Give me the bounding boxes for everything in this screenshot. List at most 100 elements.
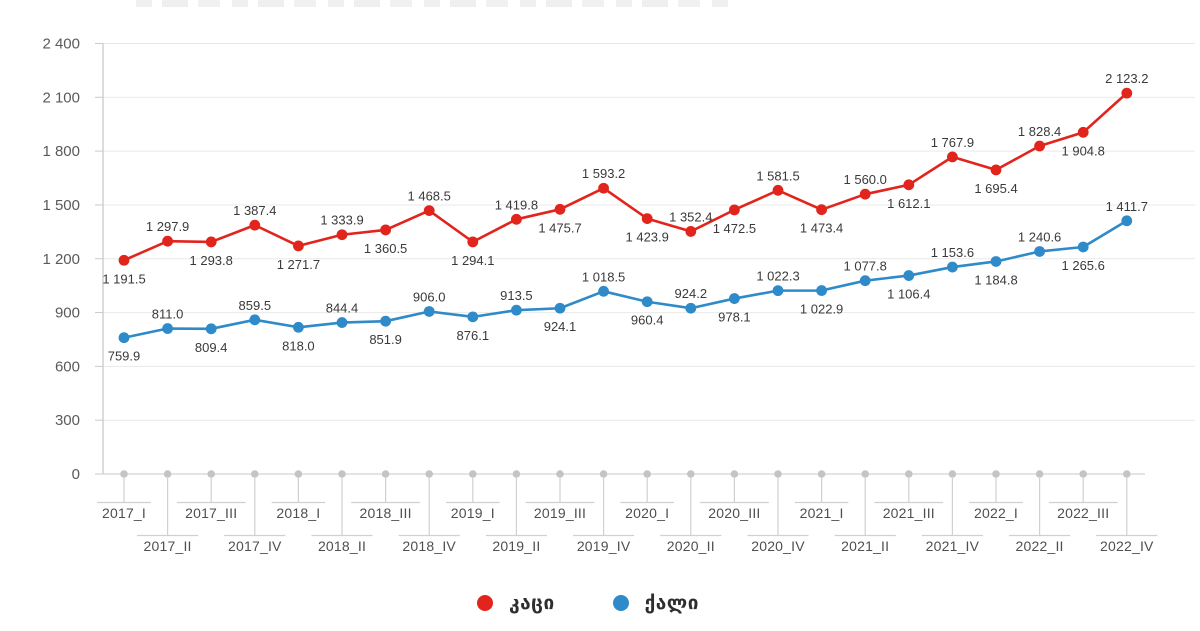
x-axis-dot — [948, 470, 957, 478]
data-point-women — [336, 317, 348, 328]
data-label-women: 1 018.5 — [582, 269, 625, 284]
data-point-men — [380, 224, 391, 236]
y-tick-label: 2 100 — [42, 89, 80, 106]
data-point-men — [1034, 140, 1045, 152]
data-label-women: 818.0 — [282, 338, 315, 353]
data-point-women — [1121, 215, 1133, 227]
y-tick-label: 0 — [72, 466, 80, 483]
data-label-women: 1 411.7 — [1106, 199, 1148, 214]
data-label-men: 1 419.8 — [495, 197, 538, 212]
data-label-men: 1 468.5 — [408, 189, 451, 204]
data-point-women — [511, 304, 522, 316]
data-point-men — [162, 235, 174, 247]
x-axis-label: 2020_IV — [751, 538, 805, 554]
x-axis-label: 2019_III — [534, 505, 586, 521]
data-point-women — [859, 275, 871, 287]
x-axis-label: 2019_I — [451, 505, 495, 521]
clipped-title-remnant — [136, 0, 728, 7]
x-axis-dot — [687, 470, 695, 478]
data-point-men — [598, 182, 609, 194]
data-label-men: 1 695.4 — [974, 181, 1017, 196]
data-label-men: 1 387.4 — [233, 203, 276, 218]
data-label-men: 1 360.5 — [364, 241, 407, 256]
data-label-women: 1 106.4 — [887, 287, 930, 302]
x-axis-label: 2018_I — [276, 505, 320, 521]
y-tick-label: 1 200 — [42, 251, 80, 268]
data-point-men — [293, 240, 304, 252]
x-axis-dot — [425, 470, 434, 478]
x-axis-dot — [599, 470, 608, 478]
data-label-men: 1 297.9 — [146, 219, 189, 234]
x-axis-dot — [905, 470, 913, 478]
data-point-men — [641, 213, 653, 224]
x-axis-dot — [120, 470, 128, 478]
chart-legend: კაცი ქალი — [0, 592, 1188, 614]
legend-item-women: ქალი — [612, 592, 699, 614]
data-point-men — [1077, 126, 1089, 138]
data-label-women: 924.2 — [675, 286, 708, 301]
data-point-women — [816, 285, 827, 296]
x-axis-dot — [1035, 470, 1044, 478]
data-point-men — [903, 179, 915, 191]
y-tick-label: 1 800 — [42, 143, 80, 160]
x-axis-dot — [251, 470, 259, 478]
data-point-men — [336, 229, 348, 241]
data-point-women — [947, 261, 958, 273]
x-axis-label: 2018_IV — [402, 538, 456, 554]
data-point-women — [641, 296, 653, 308]
x-axis-dot — [643, 470, 651, 478]
data-point-men — [423, 205, 435, 216]
x-axis-dot — [1123, 470, 1131, 478]
x-axis-label: 2019_IV — [577, 538, 631, 554]
x-axis-dot — [730, 470, 739, 478]
y-tick-label: 900 — [55, 305, 80, 322]
data-point-women — [249, 314, 261, 326]
x-axis-label: 2022_III — [1057, 505, 1109, 521]
data-label-women: 1 184.8 — [974, 272, 1017, 287]
data-label-women: 1 022.9 — [800, 302, 843, 317]
series-line-women — [123, 219, 1128, 339]
data-point-men — [554, 203, 566, 215]
x-axis-label: 2020_II — [667, 538, 715, 554]
data-label-women: 913.5 — [500, 288, 533, 303]
legend-label-women: ქალი — [644, 592, 699, 614]
x-axis-label: 2019_II — [492, 538, 540, 554]
x-axis-label: 2017_I — [102, 505, 146, 521]
data-point-women — [467, 311, 479, 323]
data-label-men: 1 581.5 — [756, 168, 799, 183]
data-label-men: 1 593.2 — [582, 166, 625, 181]
data-point-women — [685, 302, 697, 314]
data-point-women — [729, 293, 740, 304]
x-axis-label: 2022_IV — [1100, 538, 1154, 554]
data-label-men: 1 473.4 — [800, 221, 843, 236]
data-point-women — [293, 321, 304, 333]
x-axis-label: 2017_IV — [228, 538, 282, 554]
x-axis-label: 2018_III — [359, 505, 411, 521]
data-label-women: 1 077.8 — [844, 259, 887, 274]
data-label-women: 1 153.6 — [931, 245, 974, 260]
data-point-men — [859, 188, 871, 200]
legend-item-men: კაცი — [477, 592, 555, 614]
data-label-women: 876.1 — [457, 328, 490, 343]
data-point-women — [1077, 241, 1089, 253]
data-label-women: 1 240.6 — [1018, 229, 1061, 244]
x-axis-dot — [207, 470, 215, 478]
x-axis-dot — [817, 470, 826, 478]
data-label-men: 1 828.4 — [1018, 124, 1061, 139]
x-axis-dot — [774, 470, 782, 478]
data-point-women — [1034, 246, 1045, 257]
data-label-women: 844.4 — [326, 301, 359, 316]
x-axis-label: 2020_III — [708, 505, 760, 521]
data-label-men: 2 123.2 — [1105, 71, 1148, 86]
data-point-women — [205, 323, 217, 335]
data-label-men: 1 423.9 — [626, 230, 669, 245]
y-tick-label: 600 — [55, 358, 80, 375]
x-axis-dot — [556, 470, 564, 478]
men-series-dot-icon — [477, 595, 494, 611]
data-point-women — [380, 315, 391, 327]
data-label-men: 1 767.9 — [931, 135, 974, 150]
x-axis-dot — [469, 470, 477, 478]
data-label-men: 1 904.8 — [1062, 143, 1105, 158]
